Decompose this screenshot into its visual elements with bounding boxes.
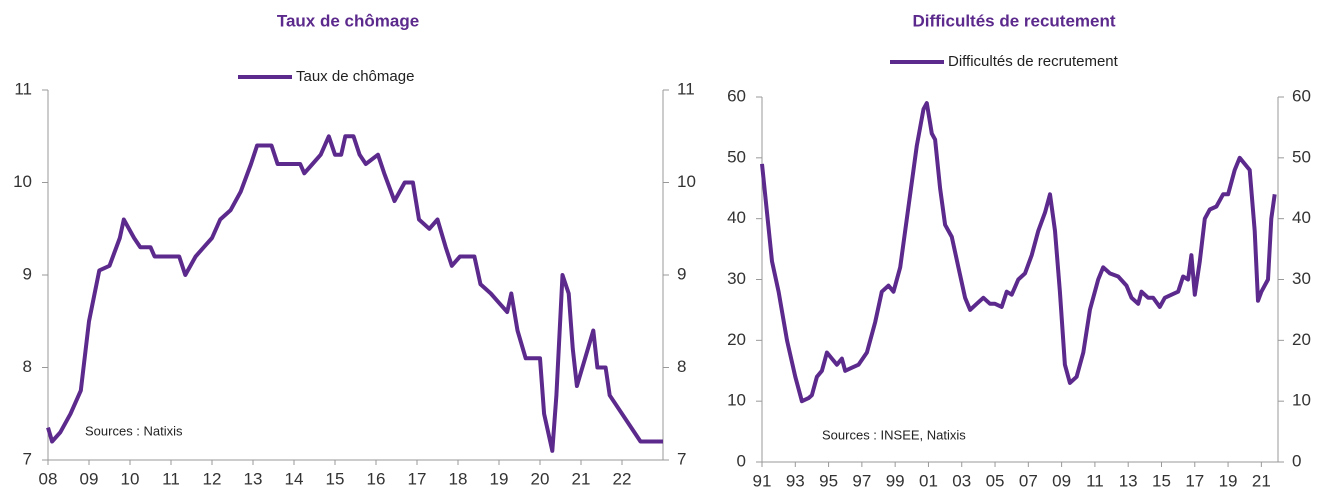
y2-tick-label: 10 xyxy=(677,172,696,191)
y2-tick-label: 30 xyxy=(1292,269,1311,288)
chart-title: Difficultés de recutement xyxy=(912,11,1115,30)
y2-tick-label: 20 xyxy=(1292,330,1311,349)
y2-tick-label: 8 xyxy=(677,357,686,376)
y2-tick-label: 0 xyxy=(1292,451,1301,470)
y2-tick-label: 10 xyxy=(1292,391,1311,410)
y-tick-label: 10 xyxy=(727,391,746,410)
x-tick-label: 21 xyxy=(572,469,591,488)
y-tick-label: 10 xyxy=(13,172,32,191)
x-tick-label: 91 xyxy=(753,471,772,490)
x-tick-label: 10 xyxy=(121,469,140,488)
x-tick-label: 03 xyxy=(952,471,971,490)
legend-label: Difficultés de recrutement xyxy=(948,53,1119,70)
x-tick-label: 16 xyxy=(367,469,386,488)
x-tick-label: 22 xyxy=(613,469,632,488)
x-tick-label: 95 xyxy=(819,471,838,490)
data-line xyxy=(46,134,663,453)
x-tick-label: 17 xyxy=(408,469,427,488)
y-tick-label: 50 xyxy=(727,147,746,166)
y-tick-label: 30 xyxy=(727,269,746,288)
x-tick-label: 12 xyxy=(203,469,222,488)
y-tick-label: 20 xyxy=(727,330,746,349)
x-tick-label: 11 xyxy=(162,469,180,488)
y2-tick-label: 40 xyxy=(1292,208,1311,227)
x-tick-label: 07 xyxy=(1019,471,1038,490)
x-tick-label: 05 xyxy=(986,471,1005,490)
y2-tick-label: 50 xyxy=(1292,147,1311,166)
chart-title: Taux de chômage xyxy=(277,11,419,30)
x-tick-label: 19 xyxy=(1219,471,1238,490)
y-tick-label: 8 xyxy=(23,357,32,376)
x-tick-label: 97 xyxy=(852,471,871,490)
y-tick-label: 9 xyxy=(23,264,32,283)
x-tick-label: 09 xyxy=(1052,471,1071,490)
y2-tick-label: 11 xyxy=(677,79,695,98)
x-tick-label: 11 xyxy=(1086,471,1104,490)
y2-tick-label: 60 xyxy=(1292,86,1311,105)
x-tick-label: 17 xyxy=(1185,471,1204,490)
y-tick-label: 0 xyxy=(737,451,746,470)
x-tick-label: 19 xyxy=(490,469,509,488)
y2-tick-label: 7 xyxy=(677,449,686,468)
y-tick-label: 11 xyxy=(14,79,32,98)
x-tick-label: 21 xyxy=(1252,471,1271,490)
x-tick-label: 99 xyxy=(886,471,905,490)
source-note: Sources : Natixis xyxy=(85,423,183,438)
y-tick-label: 40 xyxy=(727,208,746,227)
legend-label: Taux de chômage xyxy=(296,68,414,85)
x-tick-label: 20 xyxy=(531,469,550,488)
x-tick-label: 08 xyxy=(39,469,58,488)
y-tick-label: 7 xyxy=(23,449,32,468)
source-note: Sources : INSEE, Natixis xyxy=(822,427,966,442)
x-tick-label: 14 xyxy=(285,469,304,488)
y2-tick-label: 9 xyxy=(677,264,686,283)
x-tick-label: 13 xyxy=(1119,471,1138,490)
y-tick-label: 60 xyxy=(727,86,746,105)
x-tick-label: 15 xyxy=(1152,471,1171,490)
x-tick-label: 15 xyxy=(326,469,345,488)
x-tick-label: 01 xyxy=(919,471,938,490)
x-tick-label: 09 xyxy=(80,469,99,488)
data-line xyxy=(760,101,1277,404)
x-tick-label: 13 xyxy=(244,469,263,488)
x-tick-label: 93 xyxy=(786,471,805,490)
x-tick-label: 18 xyxy=(449,469,468,488)
